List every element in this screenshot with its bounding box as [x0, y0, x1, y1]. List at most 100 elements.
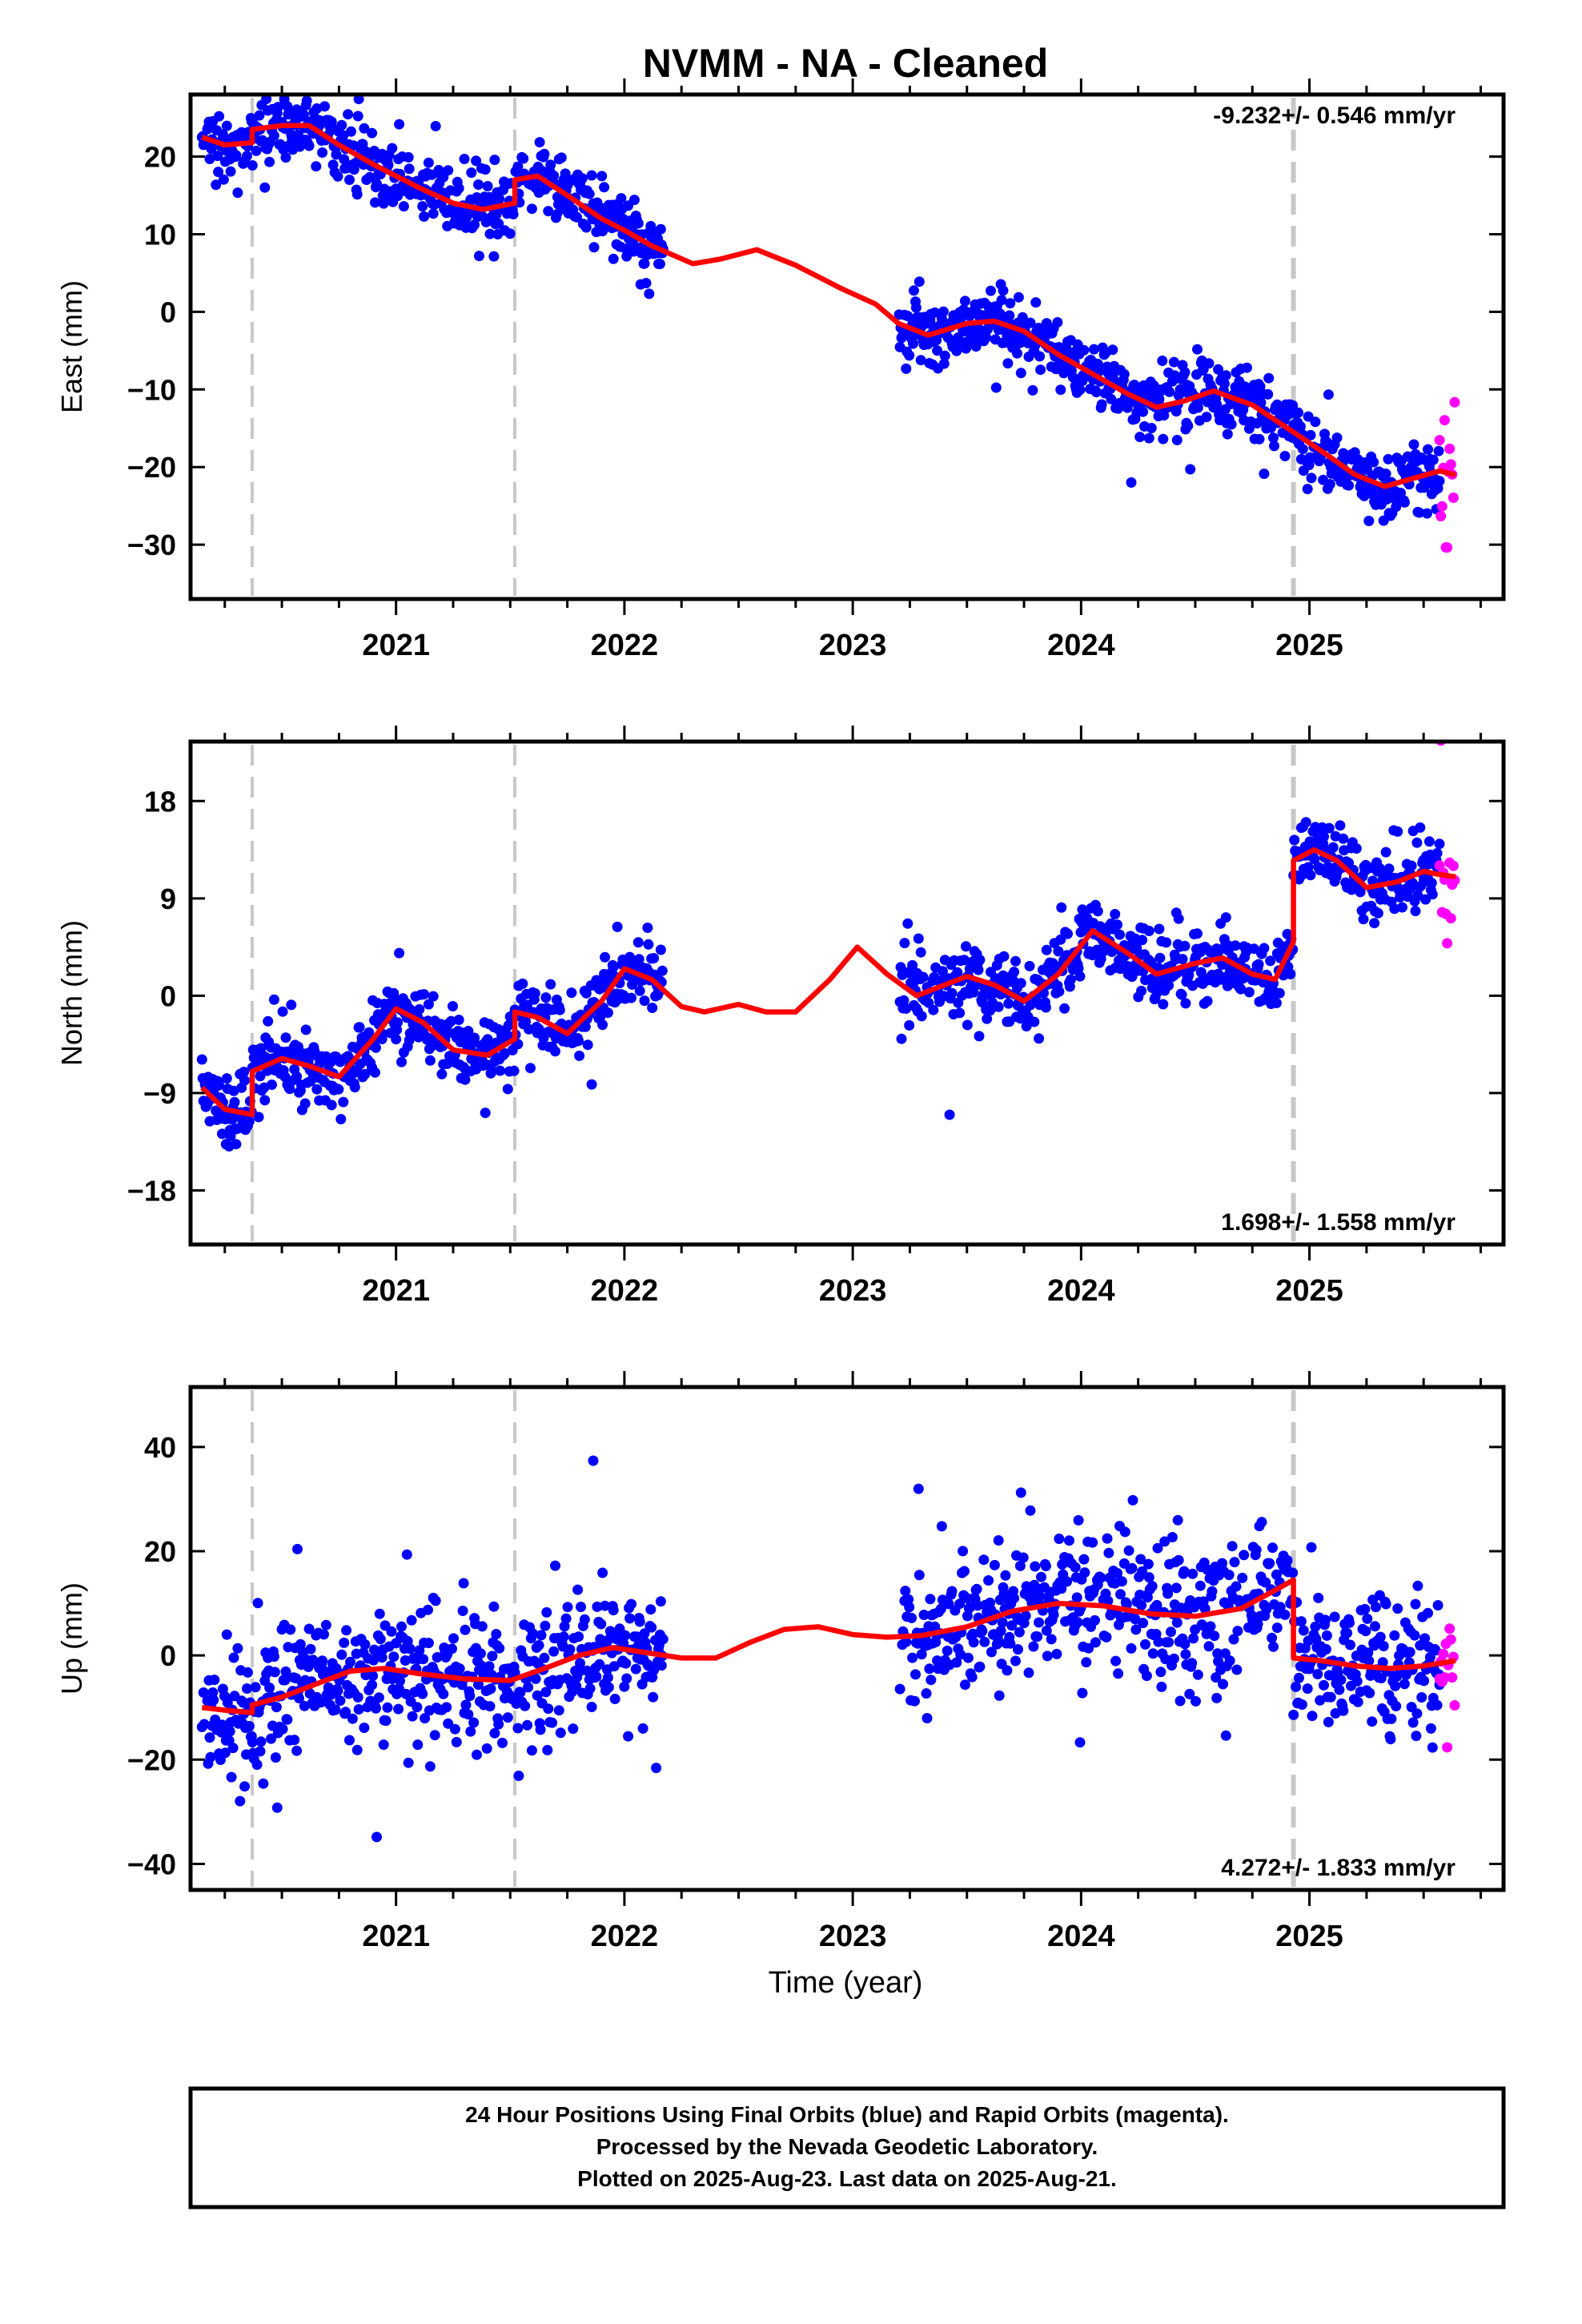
data-point: [1303, 862, 1314, 873]
data-point: [367, 1671, 379, 1682]
data-point: [1089, 344, 1099, 355]
data-point: [1222, 428, 1233, 440]
data-point: [1035, 364, 1046, 376]
data-point: [654, 259, 665, 270]
data-point: [655, 944, 666, 955]
data-point: [299, 1098, 311, 1109]
data-point: [303, 140, 315, 151]
data-point: [1053, 946, 1064, 957]
plot-frame: [188, 1385, 1506, 1892]
data-point: [475, 1648, 486, 1659]
data-point: [1081, 1657, 1092, 1668]
data-point: [1034, 351, 1046, 362]
data-point: [586, 1702, 597, 1712]
data-point: [1173, 913, 1184, 924]
data-point: [414, 1645, 425, 1656]
data-point: [1423, 836, 1435, 847]
data-point: [630, 1663, 641, 1675]
data-point: [541, 1606, 552, 1618]
data-point: [909, 1695, 920, 1707]
data-point: [1369, 918, 1380, 929]
data-point: [608, 962, 619, 972]
data-point: [473, 179, 484, 190]
data-point: [1362, 1613, 1373, 1624]
data-point: [423, 1638, 434, 1649]
data-point: [518, 153, 529, 164]
data-point: [586, 170, 597, 181]
data-point: [1009, 1593, 1020, 1604]
x-tick-label: 2022: [591, 1274, 659, 1308]
data-point: [1435, 511, 1447, 522]
data-point: [1095, 1572, 1106, 1583]
data-point: [1442, 938, 1453, 949]
data-point: [904, 1602, 915, 1613]
data-point: [1351, 1675, 1363, 1687]
data-point: [228, 1652, 239, 1663]
data-point: [1213, 364, 1224, 375]
data-point: [336, 119, 347, 131]
data-point: [539, 148, 550, 159]
x-tick-label: 2023: [819, 1274, 887, 1308]
data-point: [1399, 497, 1410, 508]
data-point: [1372, 907, 1383, 919]
data-point: [232, 1642, 243, 1654]
data-point: [1375, 1631, 1386, 1642]
data-point: [560, 168, 571, 179]
x-tick-label: 2023: [819, 629, 887, 662]
data-point: [401, 1549, 412, 1560]
data-point: [243, 1667, 253, 1678]
data-point: [626, 1598, 636, 1610]
data-point: [1380, 846, 1391, 858]
data-point: [951, 1657, 962, 1668]
data-point: [1158, 410, 1170, 421]
data-point: [226, 1771, 237, 1783]
data-point: [1090, 1614, 1100, 1626]
data-point: [1408, 439, 1419, 450]
data-point: [532, 1690, 543, 1701]
data-point: [1306, 472, 1317, 484]
data-point: [580, 987, 592, 999]
y-tick-label: −20: [127, 451, 176, 484]
data-point: [1427, 889, 1438, 900]
data-point: [1425, 1723, 1436, 1734]
data-point: [938, 306, 949, 317]
data-point: [550, 1046, 560, 1057]
data-point: [1445, 1634, 1456, 1645]
data-point: [349, 1082, 360, 1093]
data-point: [917, 971, 929, 983]
data-point: [1127, 1494, 1138, 1506]
data-point: [353, 94, 364, 105]
data-point: [921, 1688, 932, 1699]
data-point: [1416, 1692, 1427, 1703]
data-point: [1423, 1607, 1433, 1618]
data-point: [301, 95, 312, 107]
data-point: [1177, 954, 1188, 965]
data-point: [359, 1639, 371, 1650]
data-point: [1434, 435, 1445, 446]
data-point: [1090, 387, 1102, 398]
data-point: [1363, 1655, 1375, 1667]
data-point: [471, 155, 482, 167]
data-point: [428, 991, 439, 1002]
data-point: [960, 296, 970, 307]
data-point: [292, 1543, 303, 1554]
data-point: [1431, 1699, 1443, 1711]
data-point: [529, 988, 540, 999]
data-point: [271, 1802, 283, 1813]
data-point: [572, 1584, 584, 1595]
data-point: [967, 1628, 978, 1639]
data-point: [311, 161, 322, 172]
data-point: [526, 203, 537, 215]
data-point: [1449, 1700, 1460, 1711]
y-tick-label: −18: [127, 1174, 176, 1207]
data-point: [484, 1661, 495, 1672]
data-point: [1168, 1653, 1179, 1664]
data-point: [1431, 847, 1443, 858]
data-point: [1380, 468, 1391, 480]
data-point: [955, 1649, 966, 1660]
data-point: [1411, 1731, 1422, 1742]
data-point: [910, 1669, 921, 1680]
data-point: [916, 1011, 927, 1022]
data-point: [632, 218, 644, 229]
data-point: [1112, 1568, 1123, 1578]
